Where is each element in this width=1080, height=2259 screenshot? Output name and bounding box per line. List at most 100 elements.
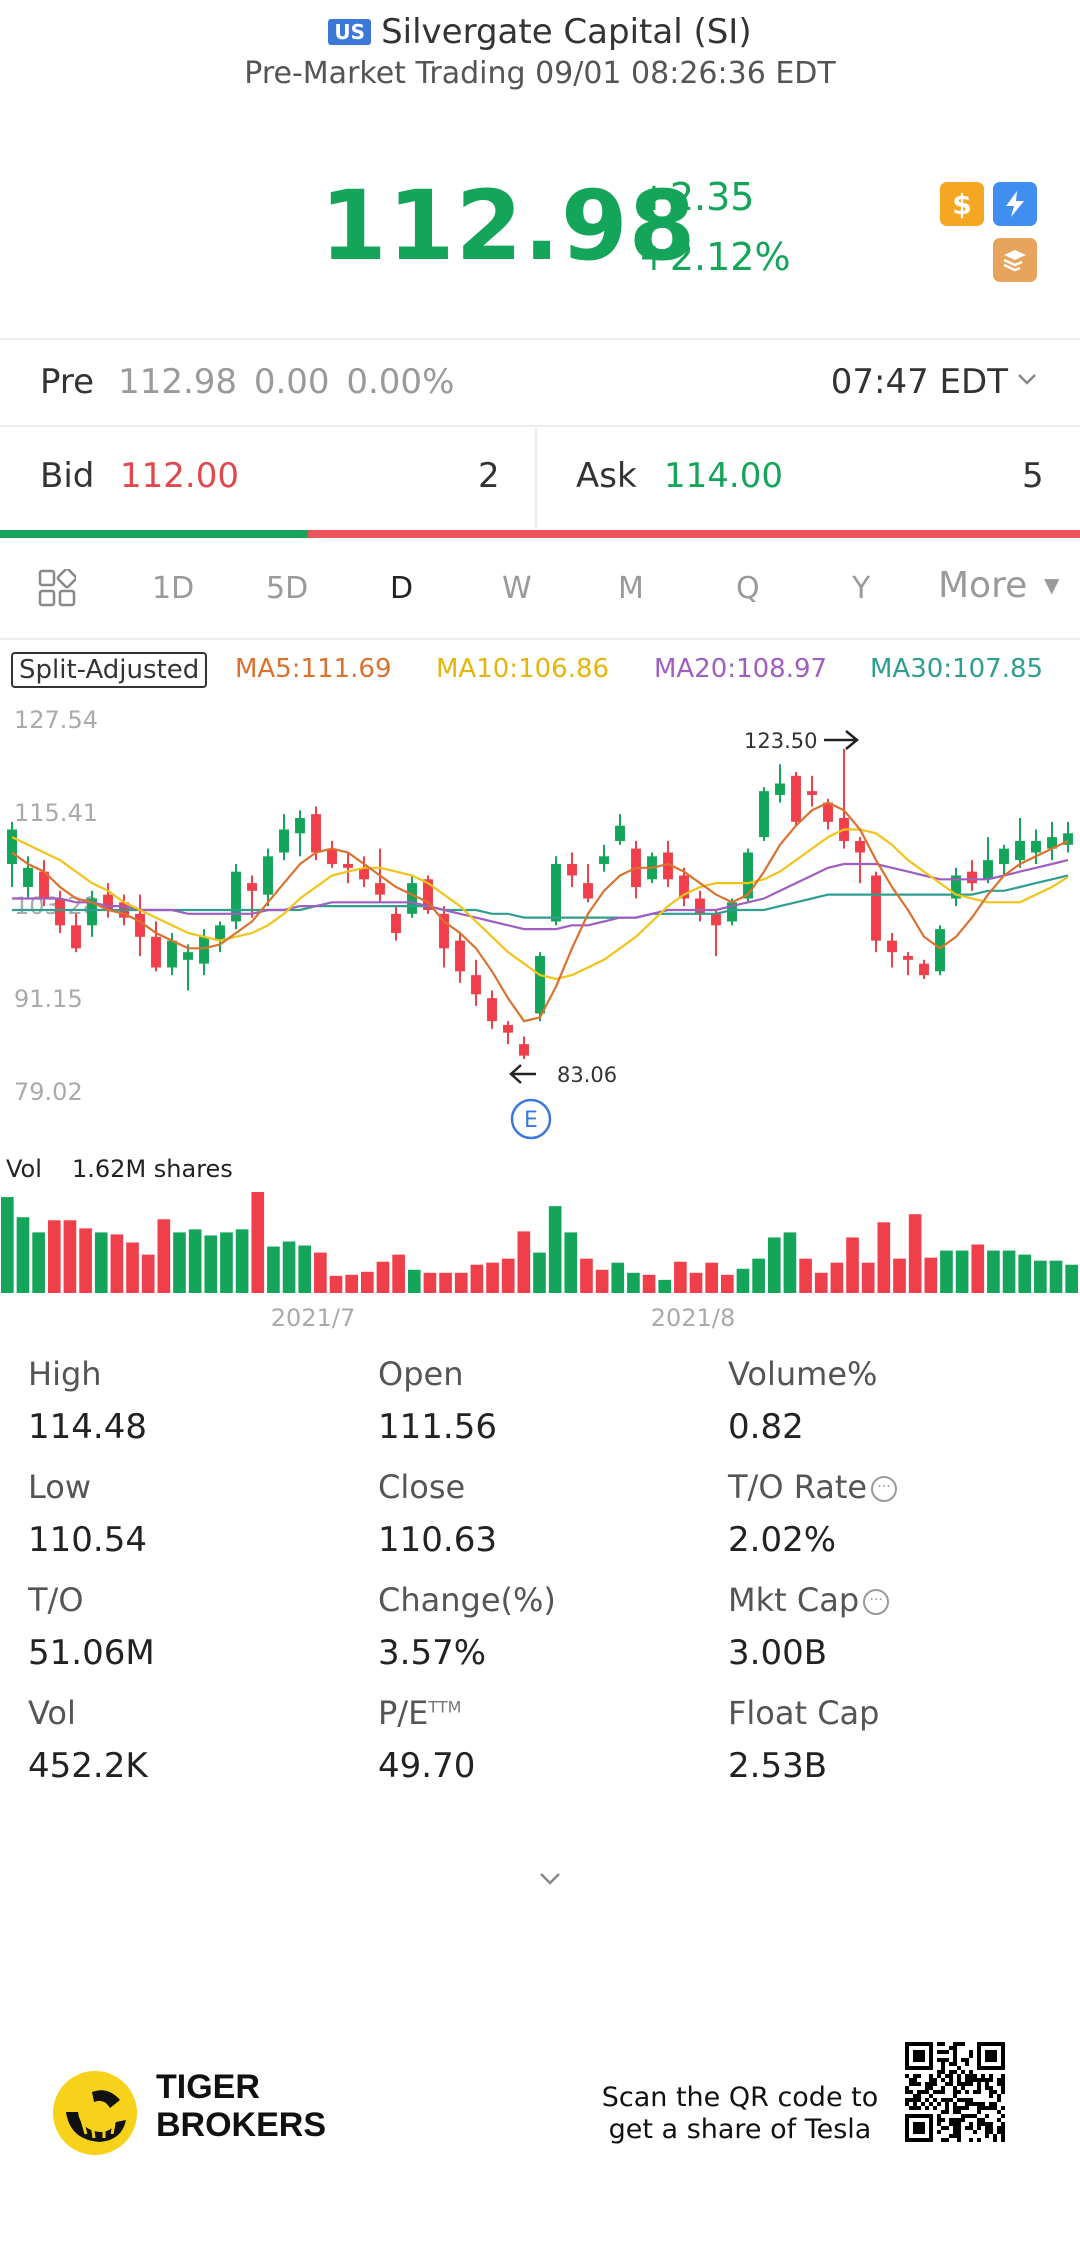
stat-value: 51.06M — [28, 1633, 155, 1673]
qr-module — [973, 2114, 977, 2118]
tab-1d[interactable]: 1D — [152, 571, 195, 606]
volume-bar — [501, 1258, 515, 1293]
qr-module — [957, 2098, 961, 2102]
qr-module — [945, 2138, 949, 2142]
qr-module — [945, 2102, 949, 2106]
qr-module — [941, 2070, 945, 2074]
chevron-down-icon[interactable] — [1014, 366, 1040, 399]
volume-bar — [893, 1258, 906, 1293]
qr-module — [909, 2098, 913, 2102]
tab-m[interactable]: M — [618, 571, 644, 606]
stat-label-text: High — [28, 1355, 102, 1393]
candlestick-chart[interactable]: 127.54115.41103.2891.1579.02123.5083.06E… — [0, 690, 1080, 1340]
qr-module — [977, 2086, 981, 2090]
tab-d[interactable]: D — [390, 571, 414, 606]
qr-module — [1001, 2090, 1005, 2094]
volume-bar — [955, 1250, 969, 1293]
qr-module — [953, 2094, 957, 2098]
price-change-pct: +2.12% — [638, 235, 791, 279]
tab-w[interactable]: W — [502, 571, 532, 606]
price-change: +2.35 — [638, 175, 755, 219]
qr-module — [985, 2134, 989, 2138]
divider — [0, 638, 1080, 640]
qr-module — [925, 2098, 929, 2102]
qr-module — [969, 2114, 973, 2118]
qr-module — [949, 2046, 953, 2050]
tab-y[interactable]: Y — [852, 571, 871, 606]
volume-bar — [314, 1252, 327, 1293]
stat-label: Open — [378, 1355, 463, 1393]
candle-body — [855, 840, 865, 853]
qr-module — [969, 2082, 973, 2086]
ask-price: 114.00 — [664, 456, 783, 496]
qr-module — [941, 2062, 945, 2066]
stack-icon[interactable] — [993, 238, 1037, 282]
candle-body — [503, 1024, 513, 1033]
qr-module — [989, 2090, 993, 2094]
candle-body — [215, 925, 225, 941]
qr-module — [917, 2098, 921, 2102]
volume-bar — [987, 1250, 1000, 1293]
grid-icon[interactable] — [38, 569, 76, 607]
qr-module — [933, 2106, 937, 2110]
volume-bar — [1034, 1260, 1047, 1293]
volume-bar — [580, 1258, 593, 1293]
tab-q[interactable]: Q — [736, 571, 760, 606]
qr-module — [953, 2110, 957, 2114]
candle-body — [55, 898, 65, 926]
split-adjusted-toggle[interactable]: Split-Adjusted — [11, 652, 208, 688]
pre-market-row[interactable]: Pre 112.98 0.00 0.00% 07:47 EDT — [0, 340, 1080, 424]
caret-down-icon[interactable]: ▼ — [1044, 573, 1060, 597]
qr-module — [941, 2090, 945, 2094]
qr-module — [937, 2042, 941, 2046]
qr-module — [965, 2090, 969, 2094]
stat-label-text: T/O — [28, 1581, 84, 1619]
stat-label: T/O — [28, 1581, 84, 1619]
volume-bar — [361, 1271, 374, 1293]
qr-module — [957, 2082, 961, 2086]
qr-module — [945, 2082, 949, 2086]
qr-module — [989, 2078, 993, 2082]
volume-label: Vol — [6, 1155, 42, 1183]
qr-module — [977, 2090, 981, 2094]
candle-body — [39, 871, 49, 899]
qr-module — [981, 2118, 985, 2122]
arrow-right-icon — [824, 730, 859, 750]
qr-module — [985, 2078, 989, 2082]
brand-name: TIGER BROKERS — [156, 2068, 326, 2144]
volume-bar — [517, 1231, 531, 1293]
qr-module — [949, 2082, 953, 2086]
qr-module — [981, 2102, 985, 2106]
bid-label: Bid — [40, 456, 95, 496]
qr-module — [953, 2118, 957, 2122]
stat-value: 110.63 — [378, 1520, 497, 1560]
qr-module — [993, 2134, 997, 2138]
divider — [0, 425, 1080, 427]
dollar-icon[interactable]: $ — [940, 182, 984, 226]
qr-module — [957, 2134, 961, 2138]
qr-module — [969, 2078, 973, 2082]
qr-code — [905, 2042, 1005, 2142]
qr-module — [997, 2130, 1001, 2134]
tab-5d[interactable]: 5D — [266, 571, 309, 606]
chevron-down-icon[interactable] — [536, 1865, 564, 1893]
arrow-left-icon — [509, 1064, 536, 1084]
more-info-icon[interactable]: ··· — [871, 1476, 898, 1502]
market-badge: US — [328, 19, 372, 45]
qr-module — [989, 2126, 993, 2130]
volume-bar — [126, 1242, 139, 1293]
volume-bar — [752, 1258, 765, 1293]
candle-body — [295, 817, 305, 834]
stat-value: 3.57% — [378, 1633, 487, 1673]
qr-module — [909, 2078, 913, 2082]
qr-module — [945, 2106, 949, 2110]
qr-module — [937, 2074, 941, 2078]
more-info-icon[interactable]: ··· — [863, 1589, 890, 1615]
qr-module — [933, 2098, 937, 2102]
volume-bar — [564, 1232, 578, 1293]
ask-size: 5 — [1022, 456, 1044, 496]
tab-more[interactable]: More — [938, 565, 1028, 606]
stat-label-text: Low — [28, 1468, 92, 1506]
candle-body — [743, 852, 753, 899]
flash-icon[interactable] — [993, 182, 1037, 226]
